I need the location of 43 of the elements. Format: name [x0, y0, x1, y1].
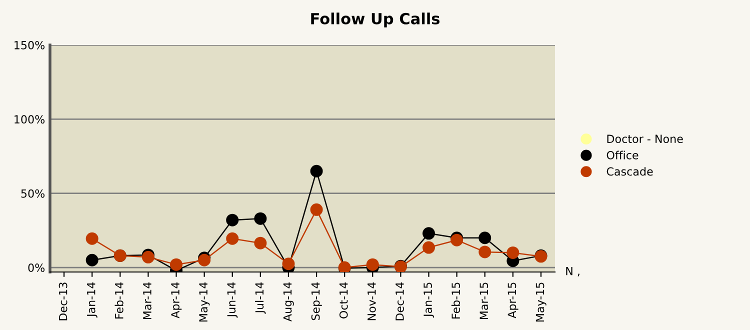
- legend-label: Office: [606, 150, 638, 160]
- x-tick-label: Jan-15: [424, 282, 434, 318]
- x-tick-label: Dec-13: [58, 282, 68, 320]
- legend-label: Doctor - None: [607, 134, 683, 144]
- x-tick-label: Jul-14: [255, 282, 266, 314]
- point: [310, 164, 323, 178]
- x-tick-label: Aug-14: [283, 282, 294, 322]
- point: [422, 241, 435, 254]
- y-tick-label: 0%: [28, 264, 45, 272]
- x-tick-label: Apr-14: [171, 282, 182, 318]
- point: [226, 232, 239, 245]
- x-tick-label: May-15: [536, 282, 546, 322]
- x-tick-label: Jan-14: [87, 282, 98, 318]
- x-tick-label: Mar-14: [143, 282, 152, 320]
- x-tick-label: Feb-15: [451, 282, 460, 318]
- x-tick-label: May-14: [199, 282, 210, 322]
- x-tick-label: Jun-14: [227, 282, 238, 318]
- point: [254, 212, 267, 225]
- point: [310, 203, 323, 216]
- x-tick-label: Nov-14: [368, 282, 376, 320]
- x-tick-label: Apr-15: [508, 282, 518, 318]
- legend-label: Cascade: [606, 167, 653, 176]
- point: [86, 254, 98, 266]
- x-tick-label: Sep-14: [311, 282, 322, 320]
- chart-title: Follow Up Calls: [311, 12, 440, 28]
- point: [478, 232, 492, 244]
- y-tick-label: 150%: [14, 40, 45, 50]
- point: [422, 227, 435, 240]
- y-tick-label: 100%: [14, 115, 45, 124]
- x-tick-label: Dec-14: [396, 282, 404, 320]
- y-tick-label: 50%: [21, 189, 45, 198]
- x-tick-label: Oct-14: [339, 282, 348, 318]
- x-tick-label: Feb-14: [114, 282, 124, 318]
- point: [366, 258, 379, 271]
- point: [506, 246, 520, 259]
- point: [478, 246, 492, 258]
- text: N ,: [566, 266, 580, 276]
- x-tick-label: Mar-15: [480, 282, 488, 320]
- point: [226, 214, 239, 226]
- point: [86, 232, 98, 245]
- point: [170, 258, 182, 271]
- point: [254, 236, 267, 250]
- point: [282, 258, 295, 270]
